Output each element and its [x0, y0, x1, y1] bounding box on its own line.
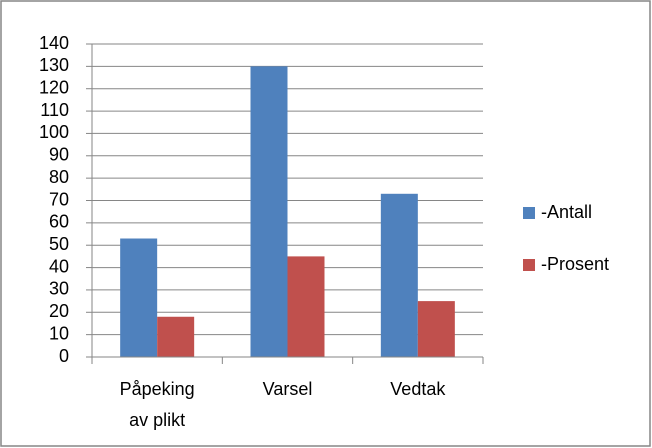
y-tick-label: 90	[49, 145, 69, 165]
y-tick-label: 130	[39, 55, 69, 75]
y-tick-label: 10	[49, 323, 69, 343]
bar	[120, 238, 158, 357]
y-tick-label: 30	[49, 279, 69, 299]
bar	[380, 193, 418, 357]
bar	[250, 66, 288, 357]
y-tick-label: 110	[40, 100, 69, 120]
y-tick-label: 60	[49, 212, 69, 232]
y-tick-label: 70	[49, 189, 69, 209]
bar	[157, 316, 195, 357]
y-tick-label: 20	[49, 301, 69, 321]
legend-swatch	[523, 259, 535, 271]
legend-label: -Prosent	[541, 254, 609, 274]
legend-label: -Antall	[541, 202, 592, 222]
bar	[417, 301, 455, 357]
y-tick-label: 120	[39, 77, 69, 97]
bar	[287, 256, 325, 357]
x-tick-label: Påpeking av plikt	[119, 379, 195, 430]
legend-swatch	[523, 207, 535, 219]
y-tick-label: 100	[39, 122, 69, 142]
y-tick-label: 0	[59, 346, 69, 366]
x-tick-label: Varsel	[262, 379, 313, 399]
y-tick-label: 140	[39, 33, 69, 53]
y-tick-label: 40	[49, 256, 69, 276]
y-tick-label: 50	[49, 234, 69, 254]
x-tick-label: Vedtak	[390, 379, 446, 399]
y-tick-label: 80	[49, 167, 69, 187]
